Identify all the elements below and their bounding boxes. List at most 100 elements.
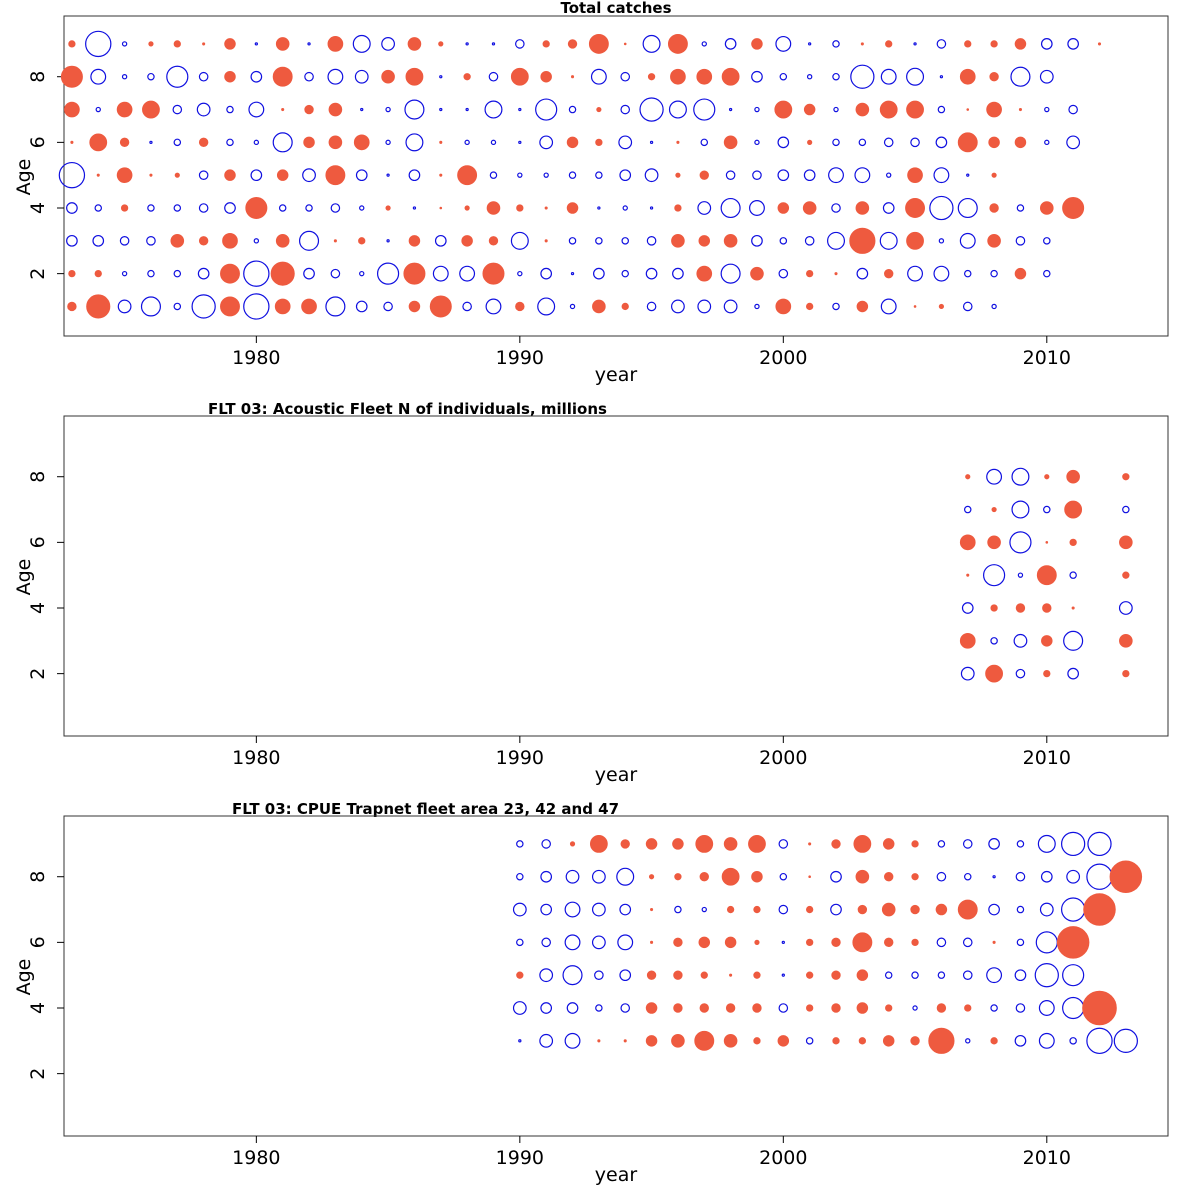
- bubble-positive: [750, 266, 764, 281]
- bubble-negative: [983, 564, 1006, 587]
- bubble-negative: [1035, 931, 1058, 954]
- bubble-negative: [697, 201, 712, 215]
- bubble-positive: [174, 172, 180, 178]
- bubble-positive: [856, 300, 869, 313]
- bubble-positive: [856, 1002, 869, 1014]
- bubble-negative: [147, 269, 155, 278]
- bubble-positive: [698, 936, 711, 949]
- bubble-negative: [121, 270, 128, 277]
- bubble-negative: [912, 1005, 918, 1011]
- bubble-positive: [68, 269, 76, 278]
- bubble-positive: [849, 227, 876, 254]
- bubble-negative: [1043, 269, 1051, 278]
- bubble-negative: [986, 468, 1003, 485]
- bubble-negative: [248, 101, 265, 118]
- bubble-negative: [568, 171, 577, 179]
- bubble-negative: [779, 872, 788, 881]
- x-tick-label: 1990: [496, 747, 544, 769]
- bubble-negative: [938, 238, 945, 244]
- bubble-positive: [597, 1039, 601, 1043]
- bubble-positive: [120, 204, 129, 212]
- bubble-negative: [243, 293, 270, 320]
- bubble-negative: [386, 173, 390, 177]
- bubble-negative: [649, 206, 654, 210]
- y-tick-label: 8: [27, 871, 49, 883]
- bubble-positive: [516, 204, 524, 212]
- bubble-negative: [540, 903, 553, 916]
- bubble-negative: [754, 139, 760, 146]
- bubble-negative: [385, 106, 391, 113]
- bubble-negative: [117, 299, 132, 314]
- bubble-positive: [885, 1004, 893, 1012]
- bubble-negative: [700, 138, 709, 147]
- bubble-positive: [220, 296, 240, 317]
- bubble-positive: [806, 905, 814, 914]
- bubble-negative: [965, 1038, 971, 1044]
- bubble-positive: [592, 299, 606, 314]
- bubble-negative: [1113, 1028, 1138, 1053]
- bubble-negative: [488, 71, 499, 82]
- bubble-negative: [778, 839, 789, 849]
- bubble-positive: [224, 70, 236, 83]
- bubble-negative: [1040, 870, 1053, 883]
- bubble-negative: [1015, 871, 1026, 882]
- bubble-positive: [381, 69, 395, 84]
- bubble-negative: [701, 41, 707, 47]
- bubble-positive: [671, 234, 685, 248]
- bubble-positive: [992, 940, 996, 944]
- bubble-negative: [828, 167, 844, 184]
- bubble-negative: [751, 70, 763, 83]
- bubble-negative: [988, 903, 1000, 916]
- bubble-negative: [565, 869, 580, 884]
- bubble-positive: [86, 294, 111, 319]
- bubble-negative: [639, 97, 664, 122]
- y-tick-label: 2: [27, 268, 49, 280]
- bubble-negative: [992, 875, 996, 879]
- bubble-negative: [830, 903, 842, 916]
- bubble-positive: [928, 1027, 955, 1054]
- bubble-positive: [806, 269, 814, 278]
- bubble-positive: [991, 172, 997, 178]
- bubble-positive: [1082, 990, 1117, 1026]
- bubble-negative: [1060, 897, 1086, 922]
- bubble-negative: [540, 267, 553, 280]
- bubble-positive: [224, 38, 236, 50]
- bubble-positive: [403, 262, 426, 285]
- x-tick-label: 1980: [232, 747, 280, 769]
- bubble-positive: [985, 664, 1004, 683]
- bubble-negative: [1016, 938, 1025, 947]
- bubble-positive: [272, 66, 293, 87]
- bubble-positive: [1071, 606, 1075, 610]
- bubble-positive: [723, 234, 738, 248]
- bubble-negative: [85, 30, 112, 58]
- panel-cpue-trapnet: FLT 03: CPUE Trapnet fleet area 23, 42 a…: [13, 800, 1169, 1186]
- bubble-positive: [911, 873, 919, 881]
- bubble-positive: [542, 40, 550, 48]
- bubble-negative: [622, 205, 628, 211]
- bubble-negative: [360, 107, 364, 112]
- bubble-negative: [778, 904, 789, 915]
- bubble-negative: [518, 140, 522, 145]
- bubble-negative: [1118, 601, 1133, 615]
- bubble-negative: [516, 938, 524, 947]
- bubble-negative: [146, 236, 156, 246]
- bubble-negative: [173, 204, 182, 212]
- bubble-negative: [1014, 969, 1027, 982]
- bubble-positive: [670, 68, 686, 85]
- y-tick-label: 6: [27, 136, 49, 148]
- bubble-positive: [328, 135, 343, 150]
- bubble-negative: [856, 267, 869, 280]
- bubble-negative: [937, 105, 946, 114]
- bubble-negative: [883, 137, 894, 148]
- bubble-positive: [725, 1003, 736, 1013]
- bubble-negative: [1040, 38, 1053, 50]
- bubble-negative: [1016, 905, 1025, 914]
- bubble-positive: [116, 101, 133, 118]
- bubble-negative: [962, 970, 973, 980]
- bubble-positive: [966, 108, 970, 111]
- bubble-negative: [359, 270, 365, 277]
- bubble-negative: [781, 940, 785, 945]
- bubble-negative: [966, 173, 970, 177]
- x-tick-label: 2000: [759, 747, 807, 769]
